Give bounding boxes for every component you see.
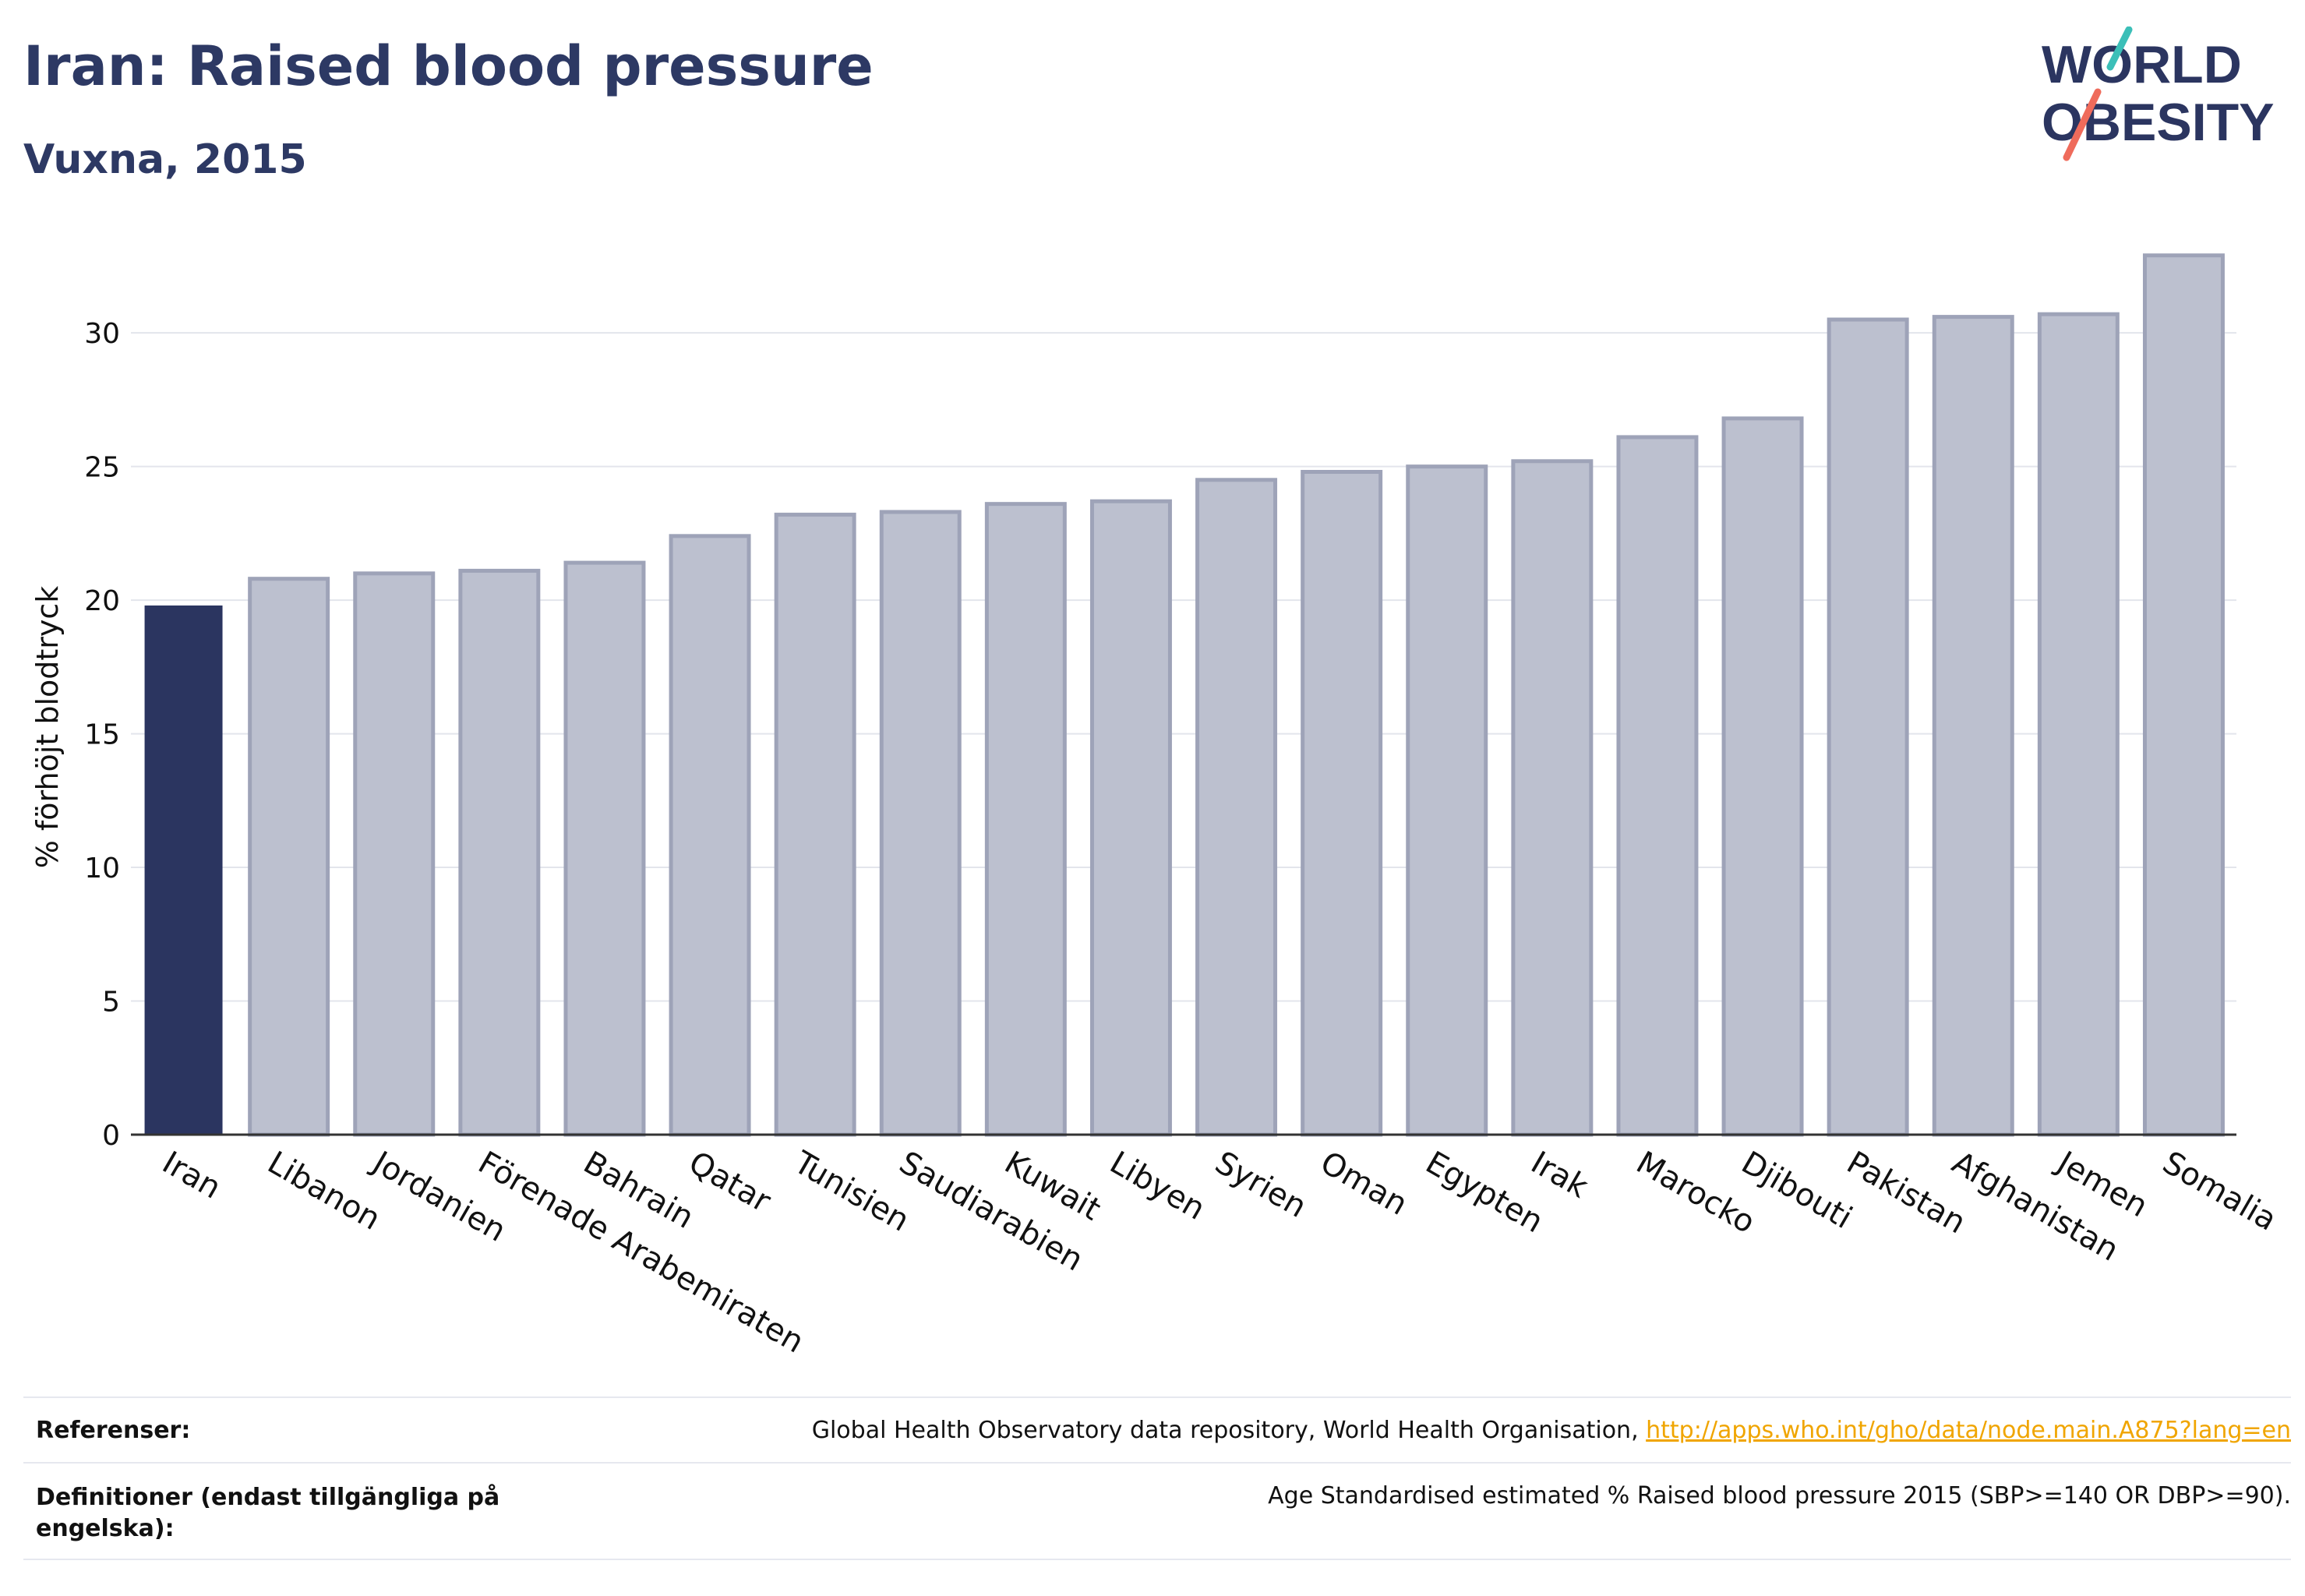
bar-libanon[interactable]	[248, 577, 330, 1137]
who-link[interactable]: http://apps.who.int/gho/data/node.main.A…	[1646, 1417, 2291, 1444]
bar-jordanien[interactable]	[353, 571, 436, 1137]
logo-slash-teal	[2106, 26, 2133, 71]
chart-title: Iran: Raised blood pressure	[23, 34, 874, 98]
y-tick-label: 20	[84, 585, 120, 617]
x-tick-label: Iran	[157, 1145, 228, 1206]
y-axis-ticks: 0 5 10 15 20 25 30	[84, 318, 120, 1152]
bar-syrien[interactable]	[1195, 478, 1278, 1137]
bar-saudiarabien[interactable]	[879, 510, 962, 1137]
references-label: Referenser:	[36, 1417, 191, 1444]
logo-line1: WORLD	[2042, 35, 2242, 94]
bars	[144, 253, 2225, 1137]
chart-subtitle: Vuxna, 2015	[23, 136, 307, 183]
bar-afghanistan[interactable]	[1932, 315, 2014, 1137]
bar-kuwait[interactable]	[984, 502, 1067, 1137]
bar-iran[interactable]	[144, 605, 223, 1135]
y-axis-label: % förhöjt blodtryck	[30, 586, 65, 869]
y-tick-label: 25	[84, 452, 120, 484]
references-value: Global Health Observatory data repositor…	[812, 1417, 2291, 1444]
x-tick-label: Saudiarabien	[893, 1145, 1089, 1279]
x-tick-label: Oman	[1315, 1145, 1414, 1223]
references-table: Referenser: Global Health Observatory da…	[23, 1396, 2291, 1560]
x-tick-label: Tunisien	[787, 1144, 915, 1238]
x-tick-label: Djibouti	[1735, 1145, 1858, 1236]
bar-jemen[interactable]	[2037, 312, 2120, 1137]
y-tick-label: 30	[84, 318, 120, 350]
logo-slash-coral	[2063, 88, 2102, 161]
bar-somalia[interactable]	[2142, 253, 2225, 1137]
x-tick-label: Pakistan	[1841, 1145, 1971, 1241]
x-tick-label: Irak	[1525, 1145, 1594, 1206]
y-tick-label: 10	[84, 853, 120, 885]
definitions-row: Definitioner (endast tillgängliga på eng…	[23, 1462, 2291, 1560]
y-tick-label: 5	[102, 987, 120, 1019]
y-tick-label: 0	[102, 1120, 120, 1152]
x-tick-label: Somalia	[2156, 1145, 2282, 1238]
bar-förenade-arabemiraten[interactable]	[458, 568, 541, 1137]
x-tick-label: Marocko	[1630, 1145, 1761, 1241]
bar-pakistan[interactable]	[1827, 317, 1909, 1137]
definitions-value: Age Standardised estimated % Raised bloo…	[1268, 1482, 2291, 1509]
bar-marocko[interactable]	[1616, 435, 1699, 1137]
x-tick-label: Syrien	[1209, 1145, 1313, 1225]
bar-egypten[interactable]	[1406, 464, 1488, 1137]
definitions-label: Definitioner (endast tillgängliga på eng…	[36, 1484, 500, 1542]
y-tick-label: 15	[84, 719, 120, 751]
x-tick-label: Libanon	[262, 1145, 387, 1238]
references-row: Referenser: Global Health Observatory da…	[23, 1396, 2291, 1462]
bar-tunisien[interactable]	[774, 512, 856, 1137]
bar-libyen[interactable]	[1089, 499, 1172, 1137]
bar-djibouti[interactable]	[1721, 416, 1804, 1137]
bar-qatar[interactable]	[669, 534, 751, 1137]
bar-irak[interactable]	[1511, 459, 1594, 1137]
bar-oman[interactable]	[1301, 470, 1383, 1137]
bar-bahrain[interactable]	[563, 560, 646, 1137]
x-tick-label: Libyen	[1103, 1145, 1211, 1227]
x-tick-label: Egypten	[1420, 1145, 1549, 1241]
world-obesity-logo: WORLD OBESITY	[2042, 26, 2275, 161]
grid-lines	[131, 332, 2236, 1002]
references-text: Global Health Observatory data repositor…	[811, 1417, 1647, 1444]
